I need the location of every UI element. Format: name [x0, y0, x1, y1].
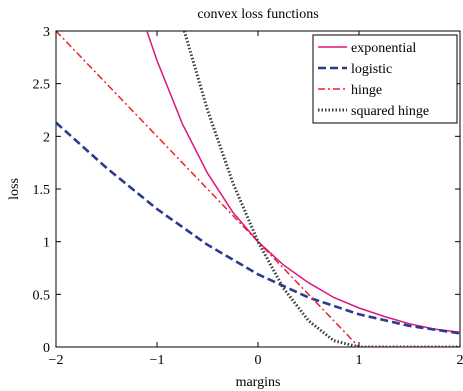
y-axis-label: loss	[7, 178, 22, 200]
series-layer	[56, 31, 460, 347]
y-tick-label: 1.5	[33, 183, 51, 198]
axes-layer: −2 −1 0 1 2 0 0.5 1 1.5 2 2.5 3	[33, 25, 463, 368]
x-tick-label: −1	[150, 353, 165, 368]
y-tick-label: 2	[43, 130, 50, 145]
legend-label: squared hinge	[351, 104, 429, 119]
x-tick-label: 0	[255, 353, 262, 368]
chart-title: convex loss functions	[197, 7, 318, 22]
x-tick-label: 2	[457, 353, 463, 368]
legend-box	[312, 34, 458, 124]
x-tick-label: 1	[356, 353, 363, 368]
series-line-exponential	[146, 31, 460, 334]
legend: exponential logistic hinge squared hinge	[312, 34, 458, 124]
x-axis-label: margins	[236, 375, 281, 390]
series-line-logistic	[56, 121, 460, 335]
y-tick-label: 2.5	[33, 78, 51, 93]
legend-label: logistic	[351, 62, 392, 77]
y-tick-label: 1	[43, 236, 50, 251]
y-tick-label: 3	[43, 25, 50, 40]
y-tick-label: 0	[43, 341, 50, 356]
legend-label: hinge	[351, 83, 382, 98]
legend-label: exponential	[351, 41, 416, 56]
x-tick-label: −2	[49, 353, 64, 368]
series-line-hinge	[56, 31, 460, 347]
y-tick-label: 0.5	[33, 288, 51, 303]
